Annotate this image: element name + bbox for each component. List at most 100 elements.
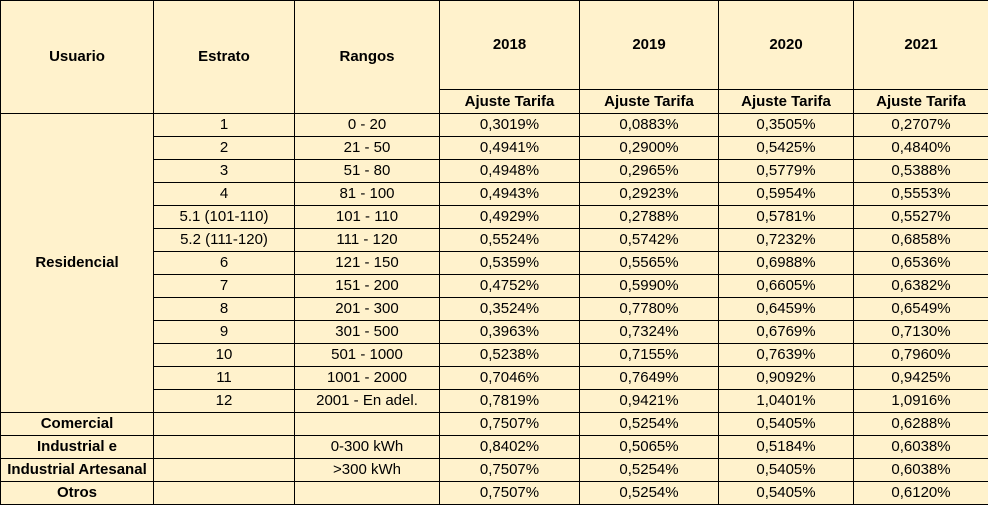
header-row-sub: Ajuste Tarifa Ajuste Tarifa Ajuste Tarif…	[1, 89, 988, 114]
value-cell: 0,5405%	[718, 458, 854, 482]
value-cell: 0,3524%	[439, 297, 580, 321]
tariff-adjustment-table: Usuario Estrato Rangos 2018 2019 2020 20…	[0, 0, 988, 505]
rango-cell: 81 - 100	[294, 182, 440, 206]
usuario-otros: Otros	[0, 481, 154, 505]
estrato-cell: 5.2 (111-120)	[153, 228, 295, 252]
estrato-cell: 5.1 (101-110)	[153, 205, 295, 229]
rango-cell: 111 - 120	[294, 228, 440, 252]
value-cell: 0,5184%	[718, 435, 854, 459]
header-usuario: Usuario	[0, 0, 154, 114]
estrato-cell-empty	[153, 435, 295, 459]
estrato-cell: 10	[153, 343, 295, 367]
estrato-cell: 3	[153, 159, 295, 183]
value-cell: 0,5388%	[853, 159, 988, 183]
value-cell: 0,3505%	[718, 113, 854, 137]
value-cell: 0,9425%	[853, 366, 988, 390]
value-cell: 0,6120%	[853, 481, 988, 505]
value-cell: 0,6038%	[853, 458, 988, 482]
value-cell: 0,4943%	[439, 182, 580, 206]
rango-cell: 21 - 50	[294, 136, 440, 160]
value-cell: 0,7780%	[579, 297, 719, 321]
value-cell: 0,2707%	[853, 113, 988, 137]
value-cell: 0,6549%	[853, 297, 988, 321]
table-row-industrial: Industrial Artesanal >300 kWh 0,7507% 0,…	[0, 458, 988, 482]
value-cell: 0,5524%	[439, 228, 580, 252]
value-cell: 0,2788%	[579, 205, 719, 229]
value-cell: 0,0883%	[579, 113, 719, 137]
table-row: 2 21 - 50 0,4941% 0,2900% 0,5425% 0,4840…	[1, 136, 988, 160]
value-cell: 0,6459%	[718, 297, 854, 321]
estrato-cell: 8	[153, 297, 295, 321]
rango-cell: 121 - 150	[294, 251, 440, 275]
value-cell: 0,5405%	[718, 481, 854, 505]
header-ajuste-tarifa-2021: Ajuste Tarifa	[853, 89, 988, 114]
value-cell: 0,7507%	[439, 412, 580, 436]
value-cell: 0,7649%	[579, 366, 719, 390]
value-cell: 0,5065%	[579, 435, 719, 459]
value-cell: 0,4752%	[439, 274, 580, 298]
value-cell: 0,6038%	[853, 435, 988, 459]
rango-cell: 1001 - 2000	[294, 366, 440, 390]
estrato-cell-empty	[153, 481, 295, 505]
value-cell: 0,3019%	[439, 113, 580, 137]
header-year-2020: 2020	[718, 0, 854, 90]
estrato-cell-empty	[153, 458, 295, 482]
rango-cell: 151 - 200	[294, 274, 440, 298]
value-cell: 0,5553%	[853, 182, 988, 206]
estrato-cell: 2	[153, 136, 295, 160]
value-cell: 0,6288%	[853, 412, 988, 436]
value-cell: 0,4941%	[439, 136, 580, 160]
header-ajuste-tarifa-2018: Ajuste Tarifa	[439, 89, 580, 114]
table-row: 7 151 - 200 0,4752% 0,5990% 0,6605% 0,63…	[1, 274, 988, 298]
header-year-2018: 2018	[439, 0, 580, 90]
table-row: 6 121 - 150 0,5359% 0,5565% 0,6988% 0,65…	[1, 251, 988, 275]
rango-cell: >300 kWh	[294, 458, 440, 482]
table-row: 4 81 - 100 0,4943% 0,2923% 0,5954% 0,555…	[1, 182, 988, 206]
estrato-cell: 6	[153, 251, 295, 275]
table-row: 12 2001 - En adel. 0,7819% 0,9421% 1,040…	[1, 389, 988, 413]
value-cell: 0,6536%	[853, 251, 988, 275]
rango-cell: 101 - 110	[294, 205, 440, 229]
header-year-2021: 2021	[853, 0, 988, 90]
value-cell: 0,5954%	[718, 182, 854, 206]
value-cell: 0,7960%	[853, 343, 988, 367]
value-cell: 0,7507%	[439, 458, 580, 482]
value-cell: 0,7130%	[853, 320, 988, 344]
table-row-comercial: Comercial 0,7507% 0,5254% 0,5405% 0,6288…	[0, 412, 988, 436]
table-row-industrial: Industrial e 0-300 kWh 0,8402% 0,5065% 0…	[0, 435, 988, 459]
usuario-industrial-line1: Industrial e	[0, 435, 154, 459]
estrato-cell: 11	[153, 366, 295, 390]
value-cell: 0,7324%	[579, 320, 719, 344]
value-cell: 0,5742%	[579, 228, 719, 252]
value-cell: 0,2965%	[579, 159, 719, 183]
value-cell: 0,6605%	[718, 274, 854, 298]
usuario-comercial: Comercial	[0, 412, 154, 436]
rango-cell: 0-300 kWh	[294, 435, 440, 459]
value-cell: 0,9092%	[718, 366, 854, 390]
value-cell: 0,5781%	[718, 205, 854, 229]
estrato-cell: 12	[153, 389, 295, 413]
value-cell: 0,4840%	[853, 136, 988, 160]
estrato-cell-empty	[153, 412, 295, 436]
value-cell: 0,5254%	[579, 481, 719, 505]
header-year-2019: 2019	[579, 0, 719, 90]
value-cell: 1,0916%	[853, 389, 988, 413]
value-cell: 0,2900%	[579, 136, 719, 160]
header-rangos: Rangos	[294, 0, 440, 114]
value-cell: 0,5779%	[718, 159, 854, 183]
table-row: 11 1001 - 2000 0,7046% 0,7649% 0,9092% 0…	[1, 366, 988, 390]
header-estrato: Estrato	[153, 0, 295, 114]
value-cell: 0,5425%	[718, 136, 854, 160]
value-cell: 0,5254%	[579, 412, 719, 436]
rango-cell-empty	[294, 412, 440, 436]
rango-cell: 501 - 1000	[294, 343, 440, 367]
value-cell: 0,7819%	[439, 389, 580, 413]
header-ajuste-tarifa-2020: Ajuste Tarifa	[718, 89, 854, 114]
value-cell: 0,5990%	[579, 274, 719, 298]
estrato-cell: 7	[153, 274, 295, 298]
value-cell: 0,9421%	[579, 389, 719, 413]
value-cell: 1,0401%	[718, 389, 854, 413]
value-cell: 0,6382%	[853, 274, 988, 298]
value-cell: 0,5405%	[718, 412, 854, 436]
value-cell: 0,7232%	[718, 228, 854, 252]
